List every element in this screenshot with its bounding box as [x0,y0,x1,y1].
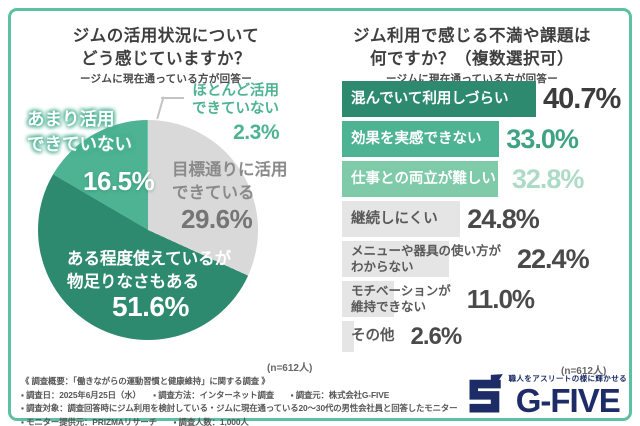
bar-zone: モチベーションが 維持できない [342,281,460,317]
gfive-logo-icon [469,374,503,413]
bar-chart-title: ジム利用で感じる不満や課題は 何ですか？（複数選択可） [353,27,591,69]
bar-zone: 混んでいて利用しづらい [342,81,536,117]
bar-label: 混んでいて利用しづらい [351,90,509,107]
bar-fill [342,81,536,117]
pie-chart-subtitle: ージムに現在通っている方が回答ー [79,73,253,85]
bar-value: 11.0% [466,283,535,314]
bar-row-0: 混んでいて利用しづらい 40.7% [342,81,640,117]
pie-chart-title: ジムの活用状況について どう感じていますか？ [72,27,260,69]
pie-label-mokuhyo: 目標通りに活用 できている [172,161,288,203]
bar-label: その他 [351,328,395,345]
bar-row-6: その他 2.6% [342,321,640,352]
sample-size-note-right: (n=612人) [561,366,607,377]
bar-label: メニューや器具の使い方が わからない [351,243,502,274]
bar-label: モチベーションが 維持できない [351,283,451,314]
bar-row-3: 継続しにくい 24.8% [342,201,640,237]
pie-slice-value: 16.5% [83,166,155,196]
bar-fill [342,121,500,157]
bar-fill [342,321,355,352]
survey-overview-line: 《 調査概要：「働きながらの運動習慣と健康維持」に関する調査 》 [21,376,270,386]
bar-fill [342,241,449,277]
bar-row-4: メニューや器具の使い方が わからない 22.4% [342,241,640,277]
pie-leader-line-segment [156,96,165,119]
bar-label: 仕事との両立が難しい [351,170,496,187]
bar-zone: 効果を実感できない [342,121,500,157]
pie-slice-value: 29.6% [181,204,253,234]
pie-slice-value: 51.6% [112,291,189,322]
survey-overview: 《 調査概要：「働きながらの運動習慣と健康維持」に関する調査 》 ▪ 調査日：2… [21,375,467,426]
bar-zone: メニューや器具の使い方が わからない [342,241,510,277]
survey-overview-line: ▪ 調査日：2025年6月25日（水） ▪ 調査方法：インターネット調査 ▪ 調… [21,389,390,400]
bar-value: 40.7% [543,82,621,115]
bar-zone: 仕事との両立が難しい [342,161,505,197]
logo-wordmark: G-FIVE [515,381,621,419]
pie-label-hotondo: ほとんど活用 できていない 2.3% [167,82,280,147]
bar-value: 22.4% [517,243,590,274]
teal-frame: ジムの活用状況について どう感じていますか？ ージムに現在通っている方が回答ー … [8,8,632,426]
pie-slice-value: 2.3% [233,121,279,145]
bar-fill [342,201,461,237]
bar-chart: 混んでいて利用しづらい 40.7% 効果を実感できない 33.0% 仕事との両立が難しい… [342,81,640,356]
bar-value: 2.6% [410,322,463,350]
bar-label: 継続しにくい [351,210,438,227]
bar-value: 32.8% [511,163,585,194]
logo-tagline: 職人をアスリートの様に輝かせる [508,373,627,383]
pie-leader-line-segment [161,97,184,99]
sample-size-note-left: (n=612人) [267,363,313,374]
bar-zone: その他 [342,321,404,352]
pie-slice-label: ほとんど活用 できていない [192,83,279,118]
bar-zone: 継続しにくい [342,201,461,237]
bar-row-5: モチベーションが 維持できない 11.0% [342,281,640,317]
survey-overview-line: ▪ 調査対象：調査回答時にジム利用を検討している・ジムに現在通っている20～30… [21,403,458,414]
bar-value: 33.0% [506,123,579,154]
bar-row-1: 効果を実感できない 33.0% [342,121,640,157]
pie-label-aruteido: ある程度使えているが 物足りなさもある [67,250,232,291]
bar-label: 効果を実感できない [351,130,482,147]
pie-label-amari: あまり活用 できていない [27,109,132,154]
bar-fill [342,281,395,317]
pie-chart [38,120,258,340]
gfive-logo: 職人をアスリートの様に輝かせる G-FIVE [461,373,628,419]
bar-value: 24.8% [467,203,540,234]
survey-overview-line: ▪ モニター提供元：PRIZMAリサーチ ▪ 調査人数：1,000人 [21,416,249,426]
bar-fill [342,161,499,197]
bar-row-2: 仕事との両立が難しい 32.8% [342,161,640,197]
